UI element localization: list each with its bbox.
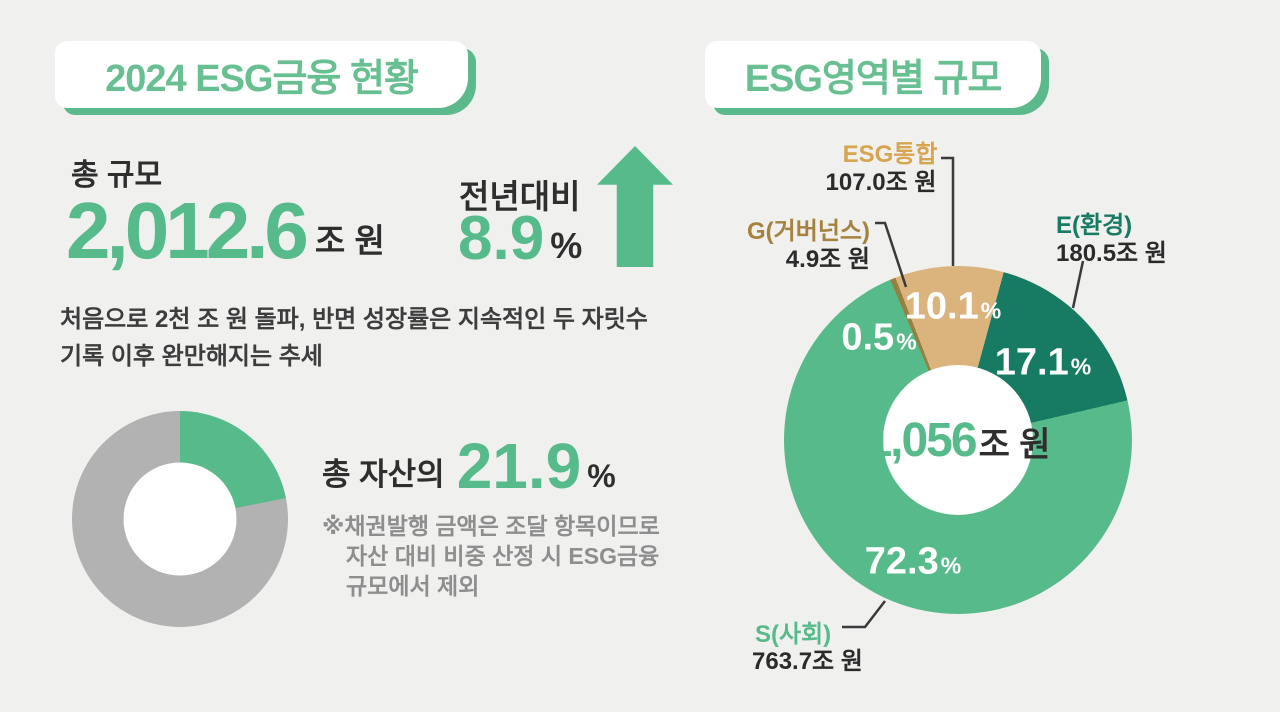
asset-share-unit: % (587, 458, 616, 494)
percent-environment: 17.1% (994, 341, 1092, 384)
leader-esg-integrated (941, 156, 955, 266)
donut-hole (123, 462, 237, 576)
label-esg-integrated: ESG통합 (842, 141, 938, 168)
asset-share-value: 21.9 (456, 430, 582, 502)
footnote-line: 규모에서 제외 (346, 573, 480, 599)
left-title: 2024 ESG금융 현황 (105, 58, 419, 100)
total-scale-unit: 조 원 (314, 221, 385, 259)
yoy-value: 8.9 (458, 204, 545, 273)
arrow-up-icon (597, 146, 673, 267)
label-environment: E(환경) (1056, 212, 1133, 239)
description-text: 처음으로 2천 조 원 돌파, 반면 성장률은 지속적인 두 자릿수 기록 이후… (60, 301, 648, 375)
description-line: 기록 이후 완만해지는 추세 (60, 343, 323, 370)
label-social: S(사회) (755, 621, 832, 648)
amount-social: 763.7조 원 (752, 648, 863, 675)
yoy-unit: % (550, 224, 583, 266)
donut-center-text: 1,056 조 원 (865, 413, 1050, 468)
esg-area-donut-chart: 1,056 조 원 (784, 266, 1132, 614)
percent-governance: 0.5% (841, 316, 917, 359)
leader-environment (1071, 260, 1085, 309)
asset-share-row: 총 자산의 21.9 % (322, 434, 616, 498)
total-scale-label: 총 규모 (71, 159, 163, 192)
total-scale-row: 2,012.6 조 원 (66, 186, 385, 275)
donut-center-unit: 조 원 (978, 425, 1051, 464)
amount-esg-integrated: 107.0조 원 (825, 169, 937, 196)
asset-share-donut-chart (72, 411, 288, 627)
yoy-row: 8.9 % (458, 204, 583, 273)
right-title-badge: ESG영역별 규모 (705, 41, 1041, 108)
right-title: ESG영역별 규모 (744, 58, 1003, 100)
donut-center-value: 1,056 (865, 413, 977, 467)
leader-social (842, 600, 886, 629)
description-line: 처음으로 2천 조 원 돌파, 반면 성장률은 지속적인 두 자릿수 (60, 306, 648, 333)
footnote-line: ※채권발행 금액은 조달 항목이므로 (322, 513, 660, 539)
label-governance: G(거버넌스) (747, 218, 870, 245)
amount-environment: 180.5조 원 (1056, 240, 1167, 267)
donut-hole: 1,056 조 원 (865, 365, 1051, 515)
asset-share-prefix: 총 자산의 (322, 457, 445, 492)
total-scale-value: 2,012.6 (66, 186, 309, 275)
yoy-label: 전년대비 (459, 178, 581, 215)
percent-social: 72.3% (864, 540, 962, 583)
percent-esg-integrated: 10.1% (904, 285, 1002, 328)
footnote-line: 자산 대비 비중 산정 시 ESG금융 (346, 543, 660, 569)
footnote: ※채권발행 금액은 조달 항목이므로 자산 대비 비중 산정 시 ESG금융 규… (322, 511, 660, 601)
left-title-badge: 2024 ESG금융 현황 (55, 41, 468, 108)
amount-governance: 4.9조 원 (785, 246, 870, 273)
